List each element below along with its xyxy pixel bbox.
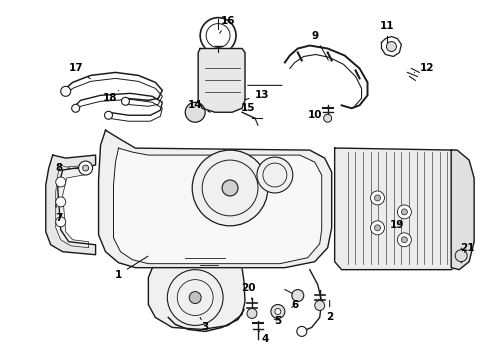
Circle shape	[72, 104, 80, 112]
Circle shape	[122, 97, 129, 105]
Polygon shape	[148, 268, 245, 329]
Text: 21: 21	[460, 243, 474, 253]
Circle shape	[61, 86, 71, 96]
Text: 5: 5	[274, 316, 281, 327]
Text: 4: 4	[258, 329, 269, 345]
Circle shape	[271, 305, 285, 319]
Circle shape	[455, 250, 467, 262]
Text: 13: 13	[245, 90, 269, 100]
Circle shape	[315, 301, 325, 310]
Circle shape	[387, 41, 396, 51]
Polygon shape	[46, 155, 96, 255]
Polygon shape	[451, 150, 474, 270]
Text: 16: 16	[220, 15, 235, 33]
Text: 20: 20	[241, 283, 255, 300]
Circle shape	[189, 292, 201, 303]
Circle shape	[370, 191, 385, 205]
Text: 11: 11	[380, 21, 395, 43]
Text: 14: 14	[188, 100, 210, 112]
Circle shape	[104, 111, 113, 119]
Text: 2: 2	[326, 300, 333, 323]
Circle shape	[397, 233, 412, 247]
Circle shape	[401, 237, 407, 243]
Text: 15: 15	[241, 103, 255, 113]
Circle shape	[401, 209, 407, 215]
Circle shape	[292, 289, 304, 302]
Circle shape	[56, 217, 66, 227]
Polygon shape	[56, 165, 89, 248]
Circle shape	[397, 205, 412, 219]
Circle shape	[370, 221, 385, 235]
Text: 17: 17	[68, 63, 90, 79]
Text: 1: 1	[115, 256, 148, 280]
Text: 18: 18	[103, 90, 119, 103]
Circle shape	[167, 270, 223, 325]
Circle shape	[374, 195, 380, 201]
Circle shape	[257, 157, 293, 193]
Circle shape	[275, 309, 281, 315]
Polygon shape	[198, 49, 245, 112]
Text: 6: 6	[291, 300, 298, 310]
Circle shape	[247, 309, 257, 319]
Circle shape	[78, 161, 93, 175]
Circle shape	[374, 225, 380, 231]
Polygon shape	[98, 130, 332, 268]
Text: 3: 3	[200, 318, 209, 332]
Text: 9: 9	[311, 31, 328, 60]
Circle shape	[185, 102, 205, 122]
Circle shape	[222, 180, 238, 196]
Circle shape	[297, 327, 307, 336]
Circle shape	[324, 114, 332, 122]
Circle shape	[56, 177, 66, 187]
Circle shape	[56, 197, 66, 207]
Circle shape	[192, 150, 268, 226]
Text: 19: 19	[390, 220, 405, 230]
Text: 8: 8	[55, 163, 70, 173]
Circle shape	[83, 165, 89, 171]
Text: 12: 12	[415, 63, 435, 73]
Polygon shape	[114, 148, 322, 264]
Polygon shape	[335, 148, 471, 270]
Text: 10: 10	[308, 108, 328, 120]
Text: 7: 7	[55, 205, 62, 223]
